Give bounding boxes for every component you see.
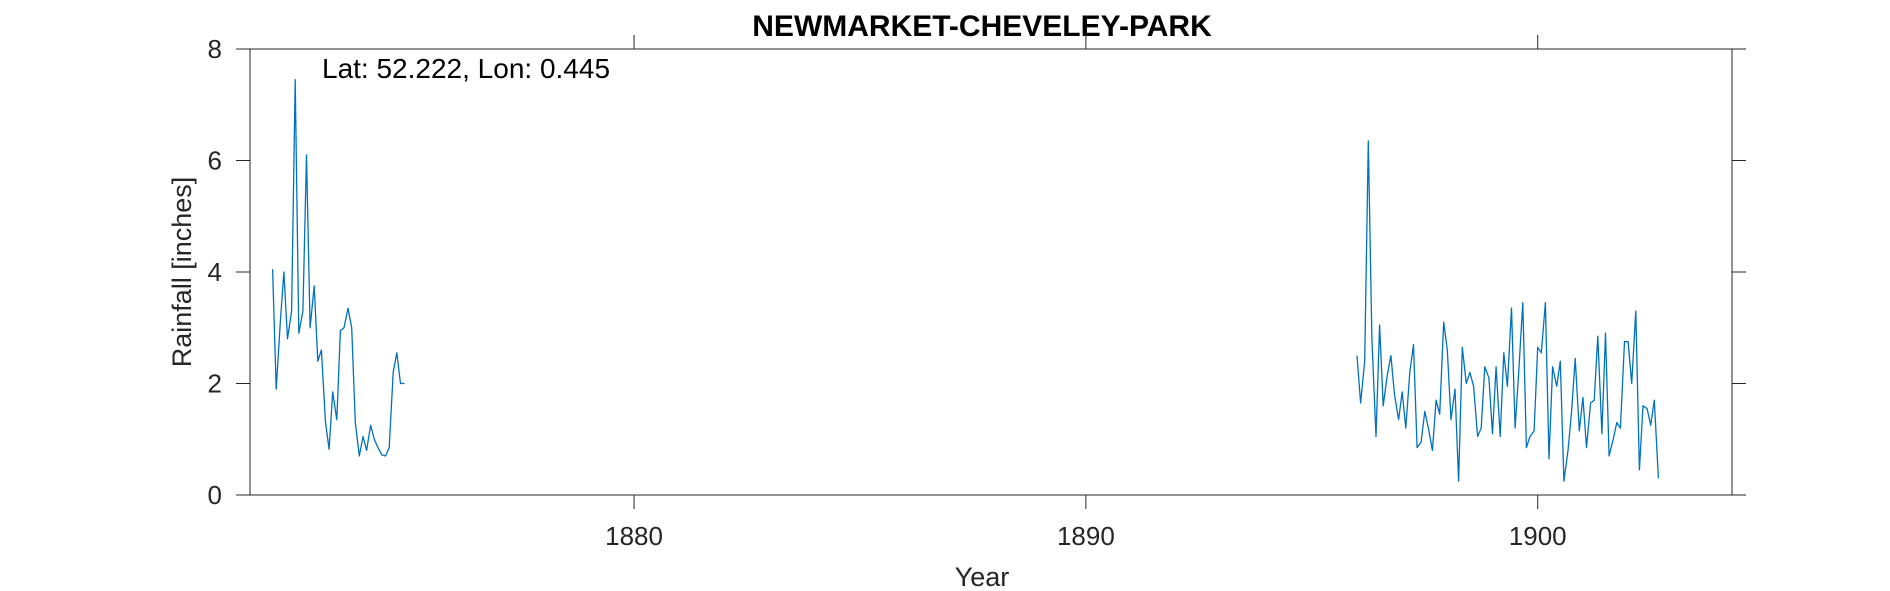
y-tick-label-1: 2 [208,369,222,399]
rainfall-line-segment-2 [1356,140,1660,482]
series-group [271,79,1660,482]
x-tick-label-1: 1890 [1057,521,1115,551]
y-tick-label-0: 0 [208,480,222,510]
y-tick-label-4: 8 [208,34,222,64]
x-tick-label-2: 1900 [1509,521,1567,551]
plot-area [250,49,1732,495]
y-tick-label-3: 6 [208,146,222,176]
chart-title: NEWMARKET-CHEVELEY-PARK [752,10,1212,43]
location-annotation: Lat: 52.222, Lon: 0.445 [322,53,610,84]
x-tick-label-0: 1880 [605,521,663,551]
y-tick-label-2: 4 [208,257,222,287]
tick-labels: 0 2 4 6 8 1880 1890 1900 [208,34,1567,551]
y-axis-label: Rainfall [inches] [167,177,197,368]
x-axis-label: Year [955,562,1010,591]
rainfall-line-segment-1 [271,79,405,457]
plot-frame [249,48,1733,496]
axis-ticks [236,35,1746,509]
